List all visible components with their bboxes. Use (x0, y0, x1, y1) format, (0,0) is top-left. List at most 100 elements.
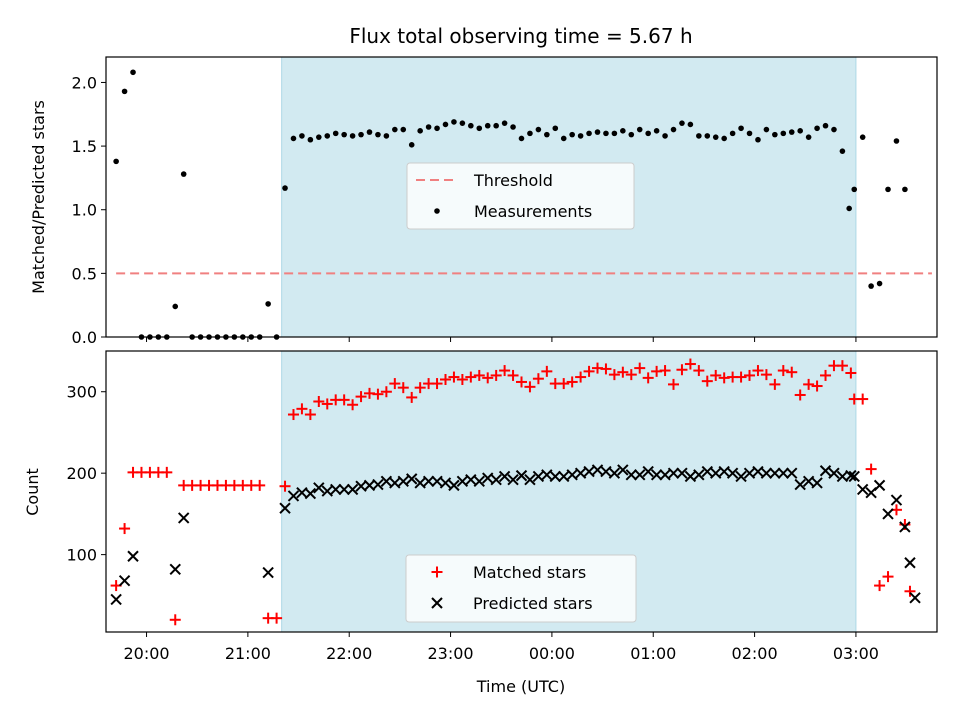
predicted-star-point (524, 473, 536, 486)
top-axes-frame (105, 56, 938, 338)
predicted-star-point (856, 483, 869, 496)
matched-star-point (811, 380, 823, 392)
measurement-point (172, 303, 179, 310)
measurement-point (805, 134, 812, 140)
measurement-point (772, 131, 778, 138)
measurement-point (645, 130, 651, 137)
measurement-point (544, 131, 550, 138)
x-tick-label: 23:00 (428, 644, 474, 663)
chart-title: Flux total observing time = 5.67 h (349, 24, 692, 48)
measurement-point (653, 128, 660, 134)
predicted-star-point (634, 469, 646, 481)
predicted-star-point (541, 469, 553, 481)
predicted-star-point (498, 470, 511, 483)
predicted-star-point (490, 473, 502, 486)
measurement-point (603, 130, 609, 137)
matched-star-point (558, 378, 570, 390)
measurement-point (484, 122, 491, 129)
measurement-point (552, 125, 559, 132)
measurement-point (408, 142, 415, 148)
measurement-point (518, 135, 525, 142)
matched-star-point (507, 369, 519, 381)
matched-star-point (744, 369, 756, 381)
bottom-y-axis-label: Count (23, 468, 42, 516)
top-legend: Threshold Measurements (406, 162, 635, 230)
predicted-star-point (372, 478, 384, 491)
measurement-point (265, 301, 271, 307)
predicted-stars-points (110, 464, 921, 606)
bottom-axes-frame (105, 350, 938, 633)
predicted-star-point (177, 512, 190, 524)
legend-measurements-swatch (434, 208, 440, 214)
measurement-point (679, 120, 685, 126)
bottom-axis-ticks: 20:00 21:00 22:00 23:00 00:00 01:00 02:00 03:00… (66, 383, 879, 663)
measurement-point (822, 122, 829, 129)
matched-star-point (701, 375, 713, 387)
top-y-tick-label: 2.0 (72, 73, 97, 92)
x-tick-label: 02:00 (732, 644, 778, 663)
predicted-star-point (431, 475, 443, 488)
matched-star-point (355, 391, 367, 403)
measurement-point (831, 126, 837, 133)
legend-predicted-label: Predicted stars (473, 594, 593, 613)
measurement-point (851, 186, 858, 193)
predicted-star-point (642, 465, 654, 478)
measurement-point (560, 135, 567, 142)
predicted-star-point (406, 473, 418, 485)
matched-star-point (659, 365, 671, 377)
predicted-star-point (794, 478, 806, 491)
predicted-star-point (899, 521, 911, 533)
matched-star-point (600, 363, 612, 375)
matched-star-point (735, 371, 747, 383)
measurement-point (358, 131, 364, 138)
measurement-point (721, 135, 727, 142)
predicted-star-point (659, 469, 671, 481)
predicted-star-point (262, 566, 274, 579)
matched-star-point (693, 365, 705, 377)
matched-star-point (566, 376, 578, 388)
x-tick-label: 03:00 (833, 644, 879, 663)
predicted-star-point (726, 467, 739, 479)
predicted-star-point (848, 470, 860, 483)
measurement-point (451, 119, 457, 125)
matched-star-point (296, 403, 308, 415)
top-legend-box (406, 162, 635, 230)
matched-star-point (287, 409, 299, 421)
measurement-point (577, 133, 584, 139)
matched-star-point (490, 369, 502, 381)
matched-star-point (760, 369, 772, 381)
measurement-point (569, 131, 575, 138)
predicted-star-point (330, 483, 342, 496)
measurement-point (349, 133, 356, 139)
legend-matched-label: Matched stars (473, 563, 586, 582)
matched-stars-points (110, 358, 916, 626)
predicted-star-point (617, 464, 629, 476)
predicted-star-point (566, 469, 578, 481)
predicted-star-point (304, 487, 317, 500)
predicted-star-point (507, 473, 519, 486)
measurement-point (814, 125, 820, 132)
measurement-point (324, 133, 331, 139)
matched-star-point (439, 374, 451, 386)
bottom-y-tick-label: 200 (66, 464, 97, 483)
measurement-point (316, 134, 322, 140)
legend-x-marker (431, 597, 443, 609)
predicted-star-point (777, 467, 790, 479)
measurement-point (628, 131, 635, 138)
matched-star-point (575, 371, 587, 383)
predicted-star-point (380, 475, 393, 488)
matched-star-point (321, 398, 333, 410)
predicted-star-point (118, 574, 131, 587)
matched-star-point (836, 360, 848, 372)
x-tick-label: 21:00 (225, 644, 271, 663)
matched-star-point (465, 371, 477, 383)
matched-star-point (786, 366, 798, 378)
matched-star-point (608, 369, 620, 381)
measurement-point (704, 133, 711, 139)
predicted-star-point (600, 465, 612, 478)
matched-star-point (372, 388, 384, 400)
matched-star-point (820, 369, 832, 381)
measurement-point (180, 171, 187, 177)
measurement-point (797, 128, 803, 134)
